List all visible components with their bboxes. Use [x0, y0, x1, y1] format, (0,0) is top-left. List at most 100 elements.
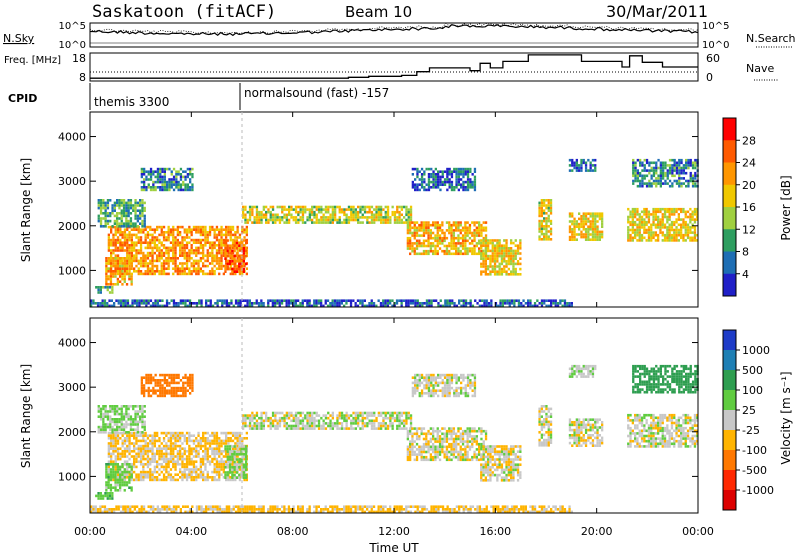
echo-cell: [135, 465, 138, 469]
echo-cell: [659, 223, 662, 227]
nave-label: Nave: [746, 62, 774, 75]
echo-cell: [114, 463, 117, 466]
echo-cell: [143, 423, 146, 426]
echo-cell: [516, 249, 520, 253]
echo-cell: [462, 183, 465, 186]
echo-cell: [659, 184, 662, 188]
echo-cell: [685, 161, 688, 165]
echo-cell: [338, 208, 341, 211]
echo-cell: [121, 231, 124, 234]
echo-cell: [691, 174, 695, 178]
echo-cell: [582, 233, 585, 236]
echo-cell: [231, 447, 235, 450]
echo-cell: [183, 434, 186, 437]
echo-cell: [234, 302, 238, 305]
echo-cell: [130, 262, 133, 265]
echo-cell: [169, 439, 173, 443]
echo-cell: [427, 231, 430, 235]
echo-cell: [159, 178, 162, 181]
echo-cell: [682, 210, 685, 214]
echo-cell: [543, 209, 546, 212]
echo-cell: [169, 452, 173, 456]
echo-cell: [652, 223, 655, 227]
echo-cell: [197, 249, 200, 252]
echo-cell: [516, 260, 520, 263]
echo-cell: [691, 161, 695, 165]
echo-cell: [370, 304, 373, 308]
echo-cell: [255, 205, 259, 209]
echo-cell: [121, 452, 124, 456]
echo-cell: [453, 167, 456, 171]
echo-cell: [636, 210, 639, 214]
echo-cell: [215, 434, 219, 437]
echo-cell: [666, 169, 669, 172]
echo-cell: [257, 302, 261, 305]
echo-cell: [384, 205, 387, 209]
echo-cell: [582, 228, 585, 231]
echo-cell: [308, 218, 311, 222]
echo-cell: [434, 239, 437, 243]
echo-cell: [292, 216, 295, 219]
echo-cell: [172, 478, 175, 482]
echo-cell: [121, 236, 124, 239]
echo-cell: [169, 257, 173, 260]
echo-cell: [121, 463, 124, 466]
echo-cell: [127, 423, 130, 426]
echo-cell: [110, 254, 113, 257]
echo-cell: [99, 219, 103, 223]
echo-cell: [413, 223, 416, 227]
echo-cell: [225, 228, 228, 231]
echo-cell: [580, 220, 583, 223]
echo-cell: [430, 186, 433, 189]
echo-cell: [195, 470, 198, 474]
echo-cell: [185, 457, 189, 461]
echo-cell: [473, 231, 476, 235]
echo-cell: [366, 221, 369, 224]
echo-cell: [384, 299, 387, 302]
echo-cell: [136, 299, 139, 302]
echo-cell: [188, 251, 191, 255]
echo-cell: [189, 167, 192, 171]
echo-cell: [218, 444, 221, 448]
echo-cell: [587, 217, 590, 221]
echo-cell: [420, 186, 424, 189]
echo-cell: [336, 304, 339, 308]
echo-cell: [104, 423, 107, 426]
echo-cell: [170, 381, 173, 385]
echo-cell: [126, 299, 130, 302]
echo-cell: [641, 184, 644, 188]
echo-cell: [462, 188, 465, 192]
echo-cell: [455, 304, 458, 308]
echo-cell: [110, 249, 113, 252]
echo-cell: [439, 170, 442, 173]
echo-cell: [670, 239, 674, 242]
nave-tick-top: 60: [706, 52, 720, 65]
echo-cell: [107, 460, 110, 463]
echo-cell: [422, 231, 426, 235]
echo-cell: [142, 434, 145, 437]
echo-cell: [129, 425, 133, 429]
echo-cell: [462, 180, 465, 184]
echo-cell: [176, 460, 179, 463]
echo-cell: [384, 304, 387, 308]
echo-cell: [122, 405, 126, 408]
echo-cell: [466, 231, 469, 235]
echo-cell: [188, 463, 191, 466]
echo-cell: [320, 210, 323, 214]
echo-cell: [153, 442, 156, 445]
echo-cell: [634, 169, 637, 172]
echo-cell: [500, 262, 504, 266]
echo-cell: [128, 465, 131, 469]
echo-cell: [471, 173, 474, 176]
echo-cell: [147, 379, 150, 382]
echo-cell: [176, 272, 179, 276]
echo-cell: [183, 450, 186, 453]
echo-cell: [151, 444, 154, 448]
echo-cell: [409, 247, 412, 250]
echo-cell: [191, 384, 194, 387]
echo-cell: [414, 186, 417, 189]
echo-cell: [135, 452, 138, 456]
echo-cell: [202, 233, 205, 237]
echo-cell: [640, 215, 644, 219]
echo-cell: [218, 447, 221, 450]
